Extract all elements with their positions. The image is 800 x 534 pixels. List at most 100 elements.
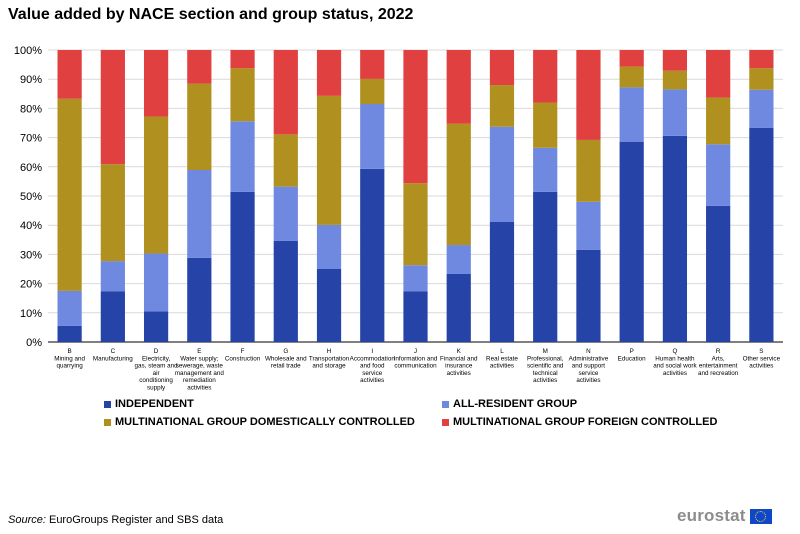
legend-label: MULTINATIONAL GROUP DOMESTICALLY CONTROL… [115, 416, 415, 428]
x-tick-label: K Financial and insurance activities [440, 348, 478, 377]
bar-segment [533, 50, 558, 103]
bar-segment [403, 265, 428, 292]
stacked-bar-chart: 0% 10% 20% 30% 40% 50% 60% 70% 80% 90% 100% B Mining… [14, 45, 783, 392]
bar-segment [100, 261, 125, 292]
bar-segment [403, 50, 428, 184]
legend-item: MULTINATIONAL GROUP DOMESTICALLY CONTROL… [104, 416, 415, 428]
bar-segment [57, 290, 82, 326]
x-tick-label: M Professional, scientific and technical act… [527, 348, 564, 384]
legend-item: INDEPENDENT [104, 398, 194, 410]
x-tick-label: I Accommodation and food service activities [350, 348, 396, 384]
x-tick-label: C Manufacturing [93, 348, 133, 362]
bar-segment [230, 121, 255, 192]
bar-segment [187, 170, 212, 258]
bar-segment [100, 164, 125, 262]
legend-swatch [442, 418, 449, 426]
x-tick-label: R Arts, entertainment and recreation [698, 348, 739, 377]
legend-label: INDEPENDENT [115, 398, 194, 410]
x-tick-label: L Real estate activities [486, 348, 518, 370]
x-tick-label: D Electricity, gas, steam and air conditioni… [135, 348, 179, 392]
y-tick-label: 10% [20, 308, 42, 320]
bar-segment [749, 50, 774, 69]
bar-segment [489, 50, 515, 86]
bar-segment [187, 257, 212, 342]
bar-segment [662, 135, 688, 342]
bar-segment [619, 87, 644, 142]
bar-segment [662, 50, 688, 71]
x-tick-label: E Water supply; sewerage, waste management … [175, 348, 225, 392]
bar-segment [576, 249, 601, 342]
bar-segment [316, 269, 342, 342]
bar-segment [143, 116, 169, 254]
chart-title: Value added by NACE section and group st… [8, 6, 414, 23]
bar-segment [662, 89, 688, 136]
bar-segment [446, 123, 471, 246]
bar-segment [143, 253, 169, 312]
bar-segment [360, 78, 385, 105]
y-tick-label: 80% [20, 103, 42, 115]
bar-segment [230, 191, 255, 342]
bar-segment [749, 89, 774, 128]
legend-label: MULTINATIONAL GROUP FOREIGN CONTROLLED [453, 416, 718, 428]
y-tick-label: 20% [20, 279, 42, 291]
y-tick-label: 30% [20, 249, 42, 261]
bar-segment [706, 97, 731, 145]
legend-swatch [104, 400, 111, 408]
bar-segment [576, 50, 601, 140]
y-tick-label: 90% [20, 74, 42, 86]
bar-segment [316, 224, 342, 269]
bar-segment [360, 168, 385, 342]
bar-segment [403, 183, 428, 266]
bar-segment [273, 240, 298, 342]
y-tick-label: 100% [14, 45, 42, 57]
y-tick-label: 0% [26, 337, 42, 349]
bar-segment [273, 186, 298, 241]
source-note: Source: EuroGroups Register and SBS data [8, 514, 223, 526]
bar-segment [316, 50, 342, 96]
bar-segment [489, 85, 515, 127]
bar-segment [619, 141, 644, 342]
source-text: EuroGroups Register and SBS data [45, 514, 224, 526]
bar-segment [100, 50, 125, 165]
x-tick-label: B Mining and quarrying [54, 348, 85, 370]
bar-segment [273, 134, 298, 187]
source-label: Source: [8, 514, 46, 526]
bar-segment [57, 325, 82, 342]
bar-segment [57, 50, 82, 99]
legend-label: ALL-RESIDENT GROUP [453, 398, 578, 410]
bar-segment [230, 68, 255, 122]
bar-segment [446, 245, 471, 274]
bar-segment [446, 50, 471, 124]
y-tick-label: 40% [20, 220, 42, 232]
bar-segment [533, 102, 558, 148]
x-tick-label: Q Human health and social work activities [653, 348, 697, 377]
bar-segment [533, 147, 558, 192]
bar-segment [662, 70, 688, 90]
y-tick-label: 50% [20, 191, 42, 203]
legend-swatch [442, 400, 449, 408]
eu-flag-icon [749, 508, 772, 524]
x-tick-label: N Administrative and support service activit… [569, 348, 609, 384]
bar-segment [749, 127, 774, 343]
bar-segment [749, 68, 774, 90]
bar-segment [360, 50, 385, 79]
bar-segment [533, 191, 558, 342]
bar-segment [230, 50, 255, 69]
bar-segment [489, 221, 515, 342]
bar-segment [57, 98, 82, 291]
bar-segment [187, 83, 212, 171]
x-tick-label: H Transportation and storage [309, 348, 350, 370]
bar-segment [273, 50, 298, 135]
legend-item: ALL-RESIDENT GROUP [442, 398, 577, 410]
bar-segment [360, 104, 385, 169]
bar-segment [706, 144, 731, 206]
bar-segment [706, 50, 731, 98]
y-tick-label: 60% [20, 162, 42, 174]
eurostat-logo: eurostat [677, 506, 772, 526]
bar-segment [100, 291, 125, 342]
x-tick-label: P Education [618, 348, 647, 362]
bar-segment [576, 139, 601, 202]
bar-segment [619, 50, 644, 67]
x-tick-label: G Wholesale and retail trade [265, 348, 307, 370]
bar-segment [446, 273, 471, 342]
